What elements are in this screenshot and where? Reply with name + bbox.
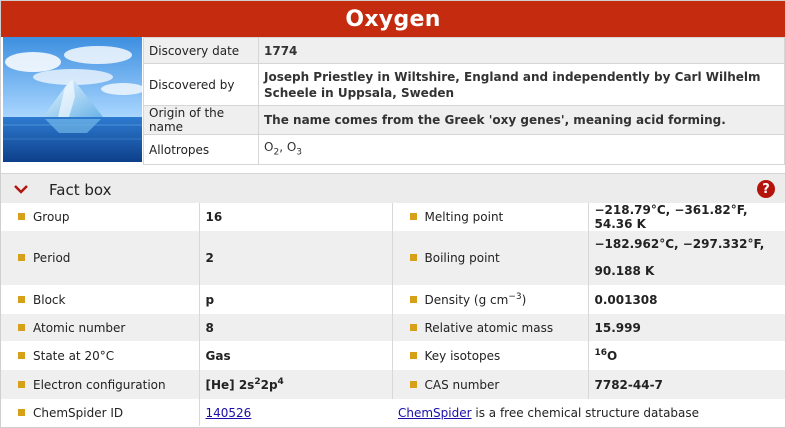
discovery-info-table: Discovery date 1774 Discovered by Joseph… <box>143 37 785 165</box>
origin-value: The name comes from the Greek 'oxy genes… <box>258 105 785 135</box>
bullet-icon <box>409 323 417 331</box>
table-row: Atomic number 8 Relative atomic mass 15.… <box>1 314 785 341</box>
period-value: 2 <box>199 231 393 285</box>
state-label: State at 20°C <box>1 341 200 370</box>
boiling-point-label: Boiling point <box>392 231 589 285</box>
bullet-icon <box>409 380 417 388</box>
cas-number-label: CAS number <box>392 370 589 399</box>
electron-configuration-label: Electron configuration <box>1 370 200 399</box>
discovered-by-label: Discovered by <box>143 63 259 106</box>
discovery-date-label: Discovery date <box>143 37 259 64</box>
boiling-point-value: −182.962°C, −297.332°F, 90.188 K <box>588 231 785 285</box>
allotropes-value: O2, O3 <box>258 134 785 165</box>
melting-point-label: Melting point <box>392 203 589 231</box>
key-isotopes-value: 16O <box>588 341 785 370</box>
origin-label: Origin of the name <box>143 105 259 135</box>
block-label: Block <box>1 285 200 314</box>
group-value: 16 <box>199 203 393 231</box>
atomic-number-label: Atomic number <box>1 314 200 341</box>
bullet-icon <box>18 351 25 359</box>
key-isotopes-label: Key isotopes <box>392 341 589 370</box>
bullet-icon <box>18 295 25 303</box>
atomic-number-value: 8 <box>199 314 393 341</box>
chemspider-note: is a free chemical structure database <box>471 405 700 420</box>
chemspider-id-cell: 140526 <box>199 399 392 426</box>
table-row: State at 20°C Gas Key isotopes 16O <box>1 341 785 370</box>
bullet-icon <box>409 213 417 220</box>
density-value: 0.001308 <box>588 285 785 314</box>
bullet-icon <box>18 213 25 220</box>
bullet-icon <box>409 295 417 303</box>
density-label: Density (g cm−3) <box>392 285 589 314</box>
info-row-discovery-date: Discovery date 1774 <box>143 37 785 64</box>
chemspider-id-label: ChemSpider ID <box>1 399 200 426</box>
bullet-icon <box>18 380 25 388</box>
factbox-header[interactable]: Fact box ? <box>1 173 785 204</box>
group-label: Group <box>1 203 200 231</box>
period-label: Period <box>1 231 200 285</box>
block-value: p <box>199 285 393 314</box>
help-icon[interactable]: ? <box>757 180 775 198</box>
chemspider-note-cell: ChemSpider is a free chemical structure … <box>392 399 785 426</box>
relative-atomic-mass-value: 15.999 <box>588 314 785 341</box>
info-row-discovered-by: Discovered by Joseph Priestley in Wiltsh… <box>143 63 785 106</box>
table-row: Electron configuration [He] 2s22p4 CAS n… <box>1 370 785 399</box>
table-row: Block p Density (g cm−3) 0.001308 <box>1 285 785 314</box>
info-row-origin: Origin of the name The name comes from t… <box>143 105 785 135</box>
relative-atomic-mass-label: Relative atomic mass <box>392 314 589 341</box>
table-row: Group 16 Melting point −218.79°C, −361.8… <box>1 203 785 231</box>
discovered-by-value: Joseph Priestley in Wiltshire, England a… <box>258 63 785 106</box>
state-value: Gas <box>199 341 393 370</box>
chemspider-id-link[interactable]: 140526 <box>205 405 252 420</box>
chevron-down-icon[interactable] <box>13 183 29 195</box>
allotropes-label: Allotropes <box>143 134 259 165</box>
discovery-date-value: 1774 <box>258 37 785 64</box>
cas-number-value: 7782-44-7 <box>588 370 785 399</box>
bullet-icon <box>18 408 25 416</box>
electron-configuration-value: [He] 2s22p4 <box>199 370 393 399</box>
info-row-allotropes: Allotropes O2, O3 <box>143 134 785 165</box>
iceberg-image <box>3 37 142 162</box>
bullet-icon <box>18 254 25 261</box>
table-row: ChemSpider ID 140526 ChemSpider is a fre… <box>1 399 785 426</box>
bullet-icon <box>18 323 25 331</box>
factbox-title: Fact box <box>49 181 112 199</box>
bullet-icon <box>409 254 417 261</box>
page-title: Oxygen <box>1 1 785 37</box>
table-row: Period 2 Boiling point −182.962°C, −297.… <box>1 231 785 285</box>
chemspider-link[interactable]: ChemSpider <box>398 405 472 420</box>
bullet-icon <box>409 351 417 359</box>
melting-point-value: −218.79°C, −361.82°F, 54.36 K <box>588 203 785 231</box>
fact-table: Group 16 Melting point −218.79°C, −361.8… <box>1 203 785 426</box>
